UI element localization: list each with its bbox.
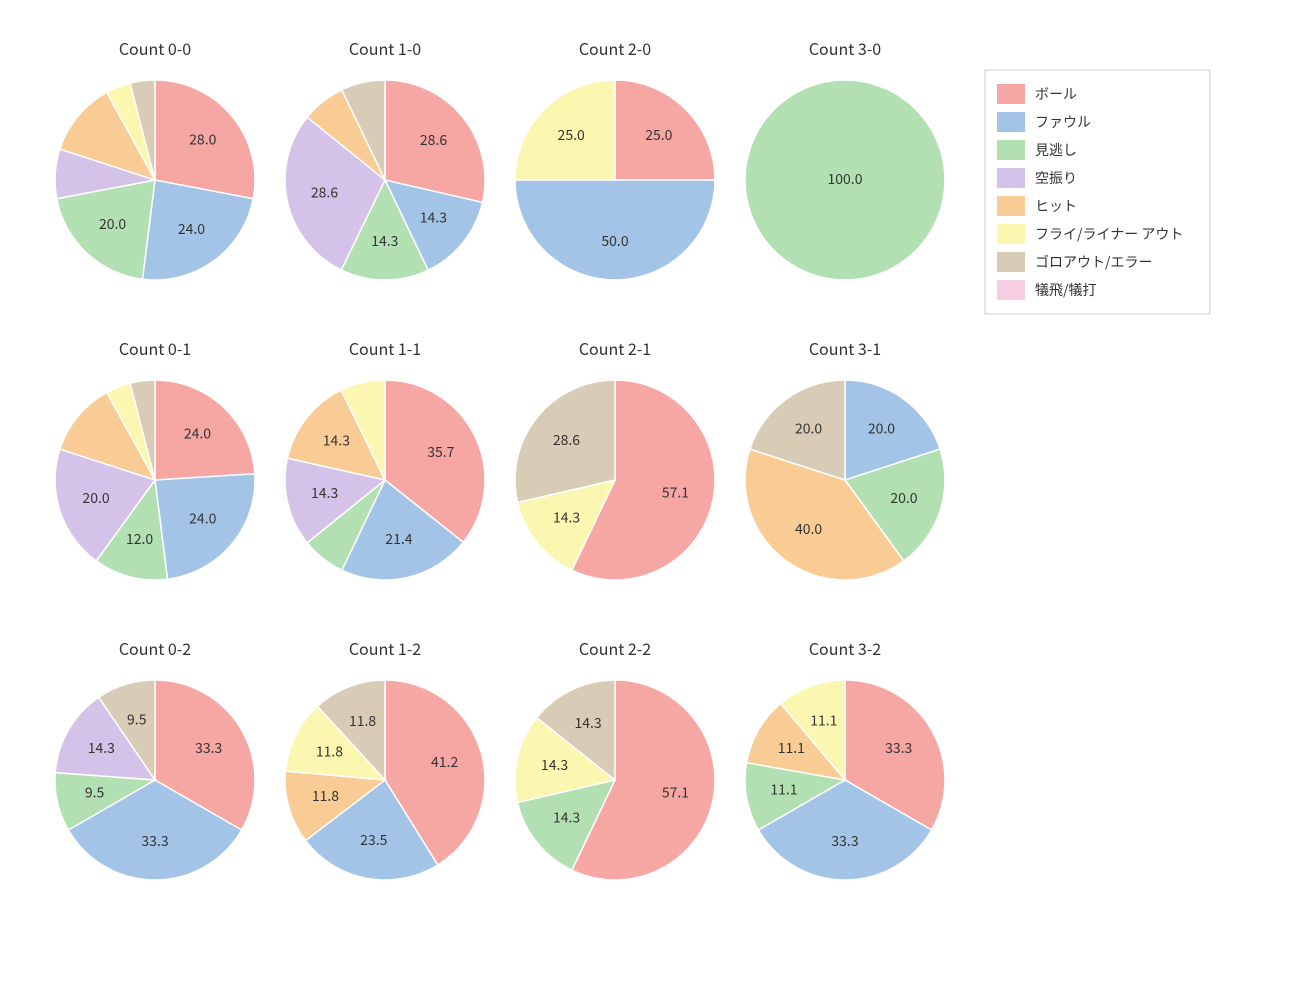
slice-label: 25.0: [645, 125, 672, 145]
svg-canvas: Count 0-0 28.0 24.0 20.0 Count 1-0 28.6 14.3 14…: [0, 0, 1300, 1000]
slice-label: 41.2: [431, 752, 458, 772]
pie-chart: Count 2-2 57.1 14.3 14.3 14.3: [515, 636, 715, 880]
slice-label: 20.0: [82, 488, 109, 508]
chart-title: Count 3-1: [809, 336, 881, 360]
slice-label: 57.1: [662, 483, 689, 503]
slice-label: 11.1: [770, 780, 797, 800]
slice-label: 23.5: [360, 830, 387, 850]
pie-chart: Count 2-1 57.1 14.3 28.6: [515, 336, 715, 580]
chart-title: Count 1-2: [349, 636, 421, 660]
pie-chart: Count 3-233.333.311.111.111.1: [745, 636, 945, 880]
legend-label: 見逃し: [1035, 140, 1077, 160]
slice-label: 14.3: [371, 231, 398, 251]
legend-frame: [985, 70, 1210, 314]
slice-label: 28.6: [553, 430, 580, 450]
slice-label: 11.8: [316, 741, 343, 761]
chart-title: Count 2-2: [579, 636, 651, 660]
legend-swatch: [997, 224, 1025, 244]
legend: ボールファウル見逃し空振りヒットフライ/ライナー アウトゴロアウト/エラー犠飛/…: [985, 70, 1210, 314]
slice-label: 24.0: [184, 424, 211, 444]
slice-label: 14.3: [541, 755, 568, 775]
slice-label: 14.3: [311, 483, 338, 503]
slice-label: 40.0: [795, 519, 822, 539]
slice-label: 11.1: [778, 738, 805, 758]
pie-chart: Count 3-0 100.0: [745, 36, 945, 280]
chart-title: Count 3-0: [809, 36, 881, 60]
slice-label: 9.5: [127, 710, 147, 730]
pie-chart: Count 1-1 35.7 21.4 14.3 14.3: [285, 336, 485, 580]
slice-label: 24.0: [178, 219, 205, 239]
slice-label: 14.3: [88, 738, 115, 758]
slice-label: 14.3: [553, 808, 580, 828]
legend-swatch: [997, 112, 1025, 132]
slice-label: 14.3: [323, 430, 350, 450]
slice-label: 20.0: [99, 214, 126, 234]
chart-title: Count 0-1: [119, 336, 191, 360]
chart-title: Count 1-1: [349, 336, 421, 360]
legend-swatch: [997, 168, 1025, 188]
chart-title: Count 3-2: [809, 636, 881, 660]
slice-label: 11.1: [810, 711, 837, 731]
pie-chart: Count 2-0 25.0 50.0 25.0: [515, 36, 715, 280]
slice-label: 50.0: [601, 231, 628, 251]
chart-grid: Count 0-0 28.0 24.0 20.0 Count 1-0 28.6 14.3 14…: [0, 0, 1300, 1000]
legend-swatch: [997, 140, 1025, 160]
slice-label: 28.0: [189, 129, 216, 149]
legend-swatch: [997, 252, 1025, 272]
slice-label: 20.0: [890, 488, 917, 508]
slice-label: 35.7: [427, 442, 454, 462]
legend-swatch: [997, 280, 1025, 300]
chart-title: Count 0-0: [119, 36, 191, 60]
slice-label: 9.5: [85, 783, 105, 803]
chart-title: Count 0-2: [119, 636, 191, 660]
pie-chart: Count 0-2 33.3 33.3 9.5 14.3 9.5: [55, 636, 255, 880]
pie-chart: Count 0-1 24.0 24.0 12.0 20.0: [55, 336, 255, 580]
slice-label: 14.3: [553, 508, 580, 528]
legend-label: ファウル: [1035, 112, 1091, 132]
legend-swatch: [997, 196, 1025, 216]
slice-label: 28.6: [311, 182, 338, 202]
slice-label: 33.3: [195, 738, 222, 758]
slice-label: 25.0: [558, 125, 585, 145]
pie-chart: Count 3-1 20.0 20.0 40.0 20.0: [745, 336, 945, 580]
legend-label: ヒット: [1035, 196, 1077, 216]
pie-chart: Count 1-0 28.6 14.3 14.3 28.6: [285, 36, 485, 280]
slice-label: 33.3: [141, 831, 168, 851]
chart-title: Count 1-0: [349, 36, 421, 60]
legend-label: ゴロアウト/エラー: [1035, 252, 1153, 272]
slice-label: 21.4: [385, 529, 412, 549]
legend-label: 空振り: [1035, 168, 1077, 188]
pie-chart: Count 1-2 41.2 23.5 11.8 11.8 11.8: [285, 636, 485, 880]
legend-label: 犠飛/犠打: [1035, 280, 1097, 300]
chart-title: Count 2-0: [579, 36, 651, 60]
slice-label: 33.3: [885, 738, 912, 758]
slice-label: 11.8: [312, 786, 339, 806]
legend-label: フライ/ライナー アウト: [1035, 224, 1183, 244]
slice-label: 33.3: [831, 831, 858, 851]
slice-label: 20.0: [868, 419, 895, 439]
legend-label: ボール: [1035, 84, 1077, 104]
slice-label: 14.3: [574, 713, 601, 733]
slice-label: 24.0: [189, 508, 216, 528]
slice-label: 12.0: [126, 529, 153, 549]
slice-label: 100.0: [828, 169, 863, 189]
slice-label: 11.8: [349, 711, 376, 731]
slice-label: 14.3: [420, 208, 447, 228]
slice-label: 28.6: [420, 130, 447, 150]
slice-label: 57.1: [662, 783, 689, 803]
pie-chart: Count 0-0 28.0 24.0 20.0: [55, 36, 255, 280]
legend-swatch: [997, 84, 1025, 104]
chart-title: Count 2-1: [579, 336, 651, 360]
slice-label: 20.0: [795, 419, 822, 439]
